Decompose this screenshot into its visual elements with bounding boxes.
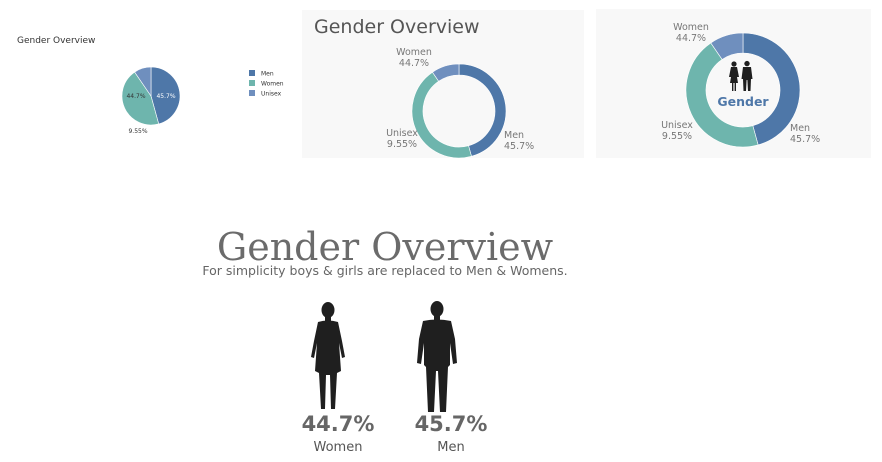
infographic-subtitle: For simplicity boys & girls are replaced… (202, 263, 568, 278)
women-percentage: 44.7% (301, 412, 375, 436)
slice-men (150, 66, 181, 125)
slice-women (121, 71, 160, 126)
men-percentage: 45.7% (414, 412, 488, 436)
donut-chart-panel: Gender Overview Men 45.7% Women 44.7% Unisex… (302, 10, 584, 159)
slice-name-men: Men (504, 130, 524, 141)
infographic-title: Gender Overview (216, 225, 554, 269)
slice-label-men: 45.7% (504, 141, 534, 152)
legend-label-men: Men (261, 71, 274, 78)
center-label: Gender (717, 94, 769, 109)
legend-swatch-men (249, 70, 255, 76)
chart-title: Gender Overview (17, 36, 95, 46)
slice-label-women: 44.7% (126, 93, 145, 100)
slice-name-men: Men (790, 123, 810, 134)
chart-title: Gender Overview (314, 16, 480, 38)
gender-infographic: Gender Overview For simplicity boys & gi… (0, 215, 882, 462)
slice-name-unisex: Unisex (386, 128, 418, 139)
slice-label-unisex: 9.55% (128, 128, 147, 135)
pie-chart: Gender Overview 45.7% 44.7% 9.55% Men Women… (17, 36, 284, 135)
people-icon (729, 60, 753, 91)
donut-chart-center-panel: Men 45.7% Women 44.7% Unisex 9.55% Gender (596, 9, 871, 158)
slice-women (411, 71, 472, 159)
legend-label-unisex: Unisex (261, 91, 282, 98)
slice-unisex (134, 66, 152, 97)
legend: Men Women Unisex (249, 70, 284, 98)
slice-label-men: 45.7% (790, 134, 820, 145)
woman-silhouette-icon (311, 302, 345, 409)
slice-label-men: 45.7% (156, 93, 175, 100)
slice-men (742, 32, 801, 146)
men-label: Men (437, 440, 465, 455)
man-silhouette-icon (417, 301, 457, 412)
slice-label-women: 44.7% (676, 33, 706, 44)
slice-women (685, 42, 759, 148)
slice-label-women: 44.7% (399, 58, 429, 69)
slice-unisex (432, 63, 460, 82)
slice-unisex (710, 32, 744, 60)
slice-name-women: Women (396, 47, 432, 58)
slice-name-unisex: Unisex (661, 120, 693, 131)
slice-label-unisex: 9.55% (662, 131, 692, 142)
slice-men (458, 63, 507, 157)
slice-name-women: Women (673, 22, 709, 33)
legend-label-women: Women (261, 81, 284, 88)
legend-swatch-women (249, 80, 255, 86)
women-label: Women (313, 440, 363, 455)
pie-chart-panel: Gender Overview 45.7% 44.7% 9.55% Men Women… (0, 0, 295, 160)
slice-label-unisex: 9.55% (387, 139, 417, 150)
legend-swatch-unisex (249, 90, 255, 96)
